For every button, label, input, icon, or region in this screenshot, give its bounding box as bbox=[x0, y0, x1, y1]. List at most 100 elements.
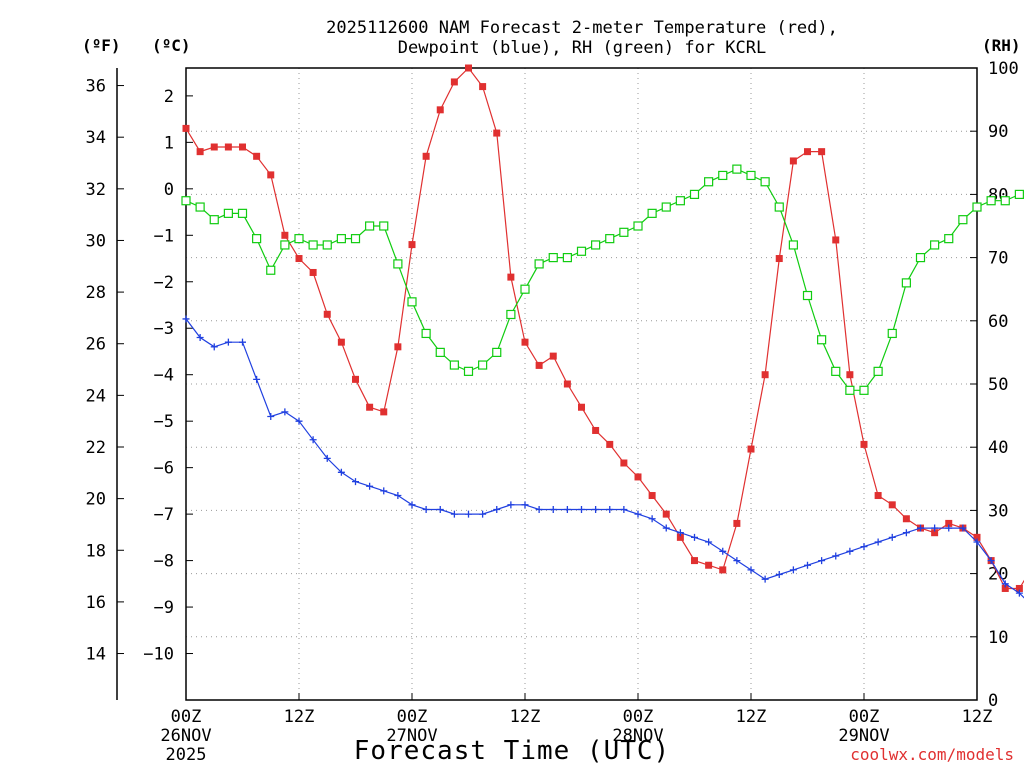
rh-point bbox=[237, 208, 248, 218]
dewpoint-point bbox=[422, 505, 430, 513]
fahrenheit-tick-label: 16 bbox=[86, 593, 106, 613]
fahrenheit-axis-ticks: 36 34 32 30 28 26 24 22 20 18 16 14 bbox=[86, 77, 124, 665]
rh-point bbox=[506, 309, 516, 320]
temperature-point bbox=[733, 519, 741, 527]
dewpoint-point bbox=[394, 492, 402, 500]
temperature-point bbox=[1015, 584, 1023, 592]
temperature-point bbox=[295, 255, 303, 263]
dewpoint-point bbox=[549, 505, 557, 513]
dewpoint-line bbox=[185, 318, 1024, 599]
time-tick-date: 26NOV bbox=[160, 726, 211, 746]
rh-point bbox=[1000, 196, 1010, 206]
dewpoint-point bbox=[380, 487, 388, 495]
dewpoint-point bbox=[295, 417, 303, 425]
temperature-point bbox=[818, 148, 826, 156]
rh-point bbox=[633, 221, 643, 231]
source-credit: coolwx.com/models bbox=[850, 745, 1014, 764]
rh-tick-label: 100 bbox=[988, 59, 1019, 79]
rh-point bbox=[181, 196, 191, 206]
temperature-point bbox=[789, 157, 797, 165]
dewpoint-point bbox=[1015, 589, 1023, 597]
rh-point bbox=[463, 366, 474, 376]
temperature-point bbox=[662, 510, 670, 518]
rh-point bbox=[986, 196, 996, 206]
dewpoint-point bbox=[973, 538, 981, 546]
dewpoint-point bbox=[309, 436, 317, 444]
celsius-unit-label: (ºC) bbox=[152, 36, 191, 55]
temperature-point bbox=[1001, 584, 1009, 592]
rh-point bbox=[831, 366, 841, 376]
rh-point bbox=[817, 335, 827, 345]
time-tick-label: 00Z bbox=[623, 707, 654, 727]
temperature-point bbox=[888, 501, 896, 509]
dewpoint-point bbox=[563, 505, 571, 513]
celsius-tick-label: −2 bbox=[154, 273, 174, 293]
dewpoint-point bbox=[224, 338, 232, 346]
rh-point bbox=[322, 240, 332, 250]
temperature-point bbox=[620, 459, 628, 467]
rh-point bbox=[718, 170, 728, 181]
rh-point bbox=[252, 234, 262, 244]
temperature-point bbox=[366, 403, 374, 411]
dewpoint-point bbox=[196, 334, 204, 342]
celsius-tick-label: −4 bbox=[154, 366, 174, 386]
time-tick-label: 12Z bbox=[284, 707, 315, 727]
time-tick-date: 27NOV bbox=[386, 726, 437, 746]
dewpoint-point bbox=[408, 501, 416, 509]
dewpoint-point bbox=[902, 529, 910, 537]
temperature-point bbox=[860, 440, 868, 448]
rh-tick-label: 70 bbox=[988, 249, 1008, 269]
dewpoint-point bbox=[719, 547, 727, 555]
rh-point bbox=[195, 202, 205, 212]
rh-tick-label: 10 bbox=[988, 628, 1008, 648]
rh-point bbox=[859, 385, 869, 395]
temperature-point bbox=[493, 129, 501, 137]
celsius-tick-label: 1 bbox=[164, 133, 174, 153]
rh-point bbox=[266, 265, 276, 275]
fahrenheit-tick-label: 34 bbox=[86, 128, 106, 148]
rh-point bbox=[605, 234, 615, 244]
dewpoint-point bbox=[874, 538, 882, 546]
dewpoint-point bbox=[182, 315, 190, 323]
rh-point bbox=[689, 189, 700, 199]
temperature-point bbox=[479, 83, 487, 91]
temperature-point bbox=[634, 473, 642, 481]
rh-tick-label: 40 bbox=[988, 438, 1008, 458]
fahrenheit-tick-label: 36 bbox=[86, 77, 106, 97]
rh-point bbox=[435, 347, 445, 357]
celsius-tick-label: −6 bbox=[154, 459, 174, 479]
dewpoint-point bbox=[281, 408, 289, 416]
dewpoint-point bbox=[888, 533, 896, 541]
dewpoint-point bbox=[578, 505, 585, 513]
dewpoint-point bbox=[521, 501, 529, 509]
rh-point bbox=[562, 253, 572, 263]
dewpoint-point bbox=[747, 566, 755, 574]
celsius-tick-label: −3 bbox=[154, 319, 174, 339]
fahrenheit-tick-label: 20 bbox=[86, 490, 106, 510]
rh-point bbox=[958, 215, 968, 225]
temperature-point bbox=[239, 143, 246, 151]
temperature-point bbox=[945, 519, 953, 527]
rh-point bbox=[915, 253, 926, 263]
dewpoint-point bbox=[733, 557, 741, 565]
rh-point bbox=[887, 328, 897, 339]
dewpoint-point bbox=[267, 413, 275, 421]
temperature-point bbox=[309, 268, 317, 276]
dewpoint-point bbox=[691, 533, 698, 541]
temperature-point bbox=[210, 143, 218, 151]
dewpoint-point bbox=[775, 571, 783, 579]
rh-tick-label: 0 bbox=[988, 691, 998, 711]
rh-point bbox=[548, 253, 558, 263]
temperature-point bbox=[436, 106, 444, 114]
temperature-point bbox=[775, 255, 783, 263]
fahrenheit-tick-label: 24 bbox=[86, 386, 106, 406]
time-tick-label: 12Z bbox=[962, 707, 993, 727]
temperature-point bbox=[267, 171, 275, 179]
temperature-point bbox=[323, 310, 331, 318]
dewpoint-point bbox=[846, 547, 854, 555]
temperature-point bbox=[337, 338, 345, 346]
celsius-tick-label: 2 bbox=[164, 87, 174, 107]
grid bbox=[186, 68, 977, 700]
dewpoint-point bbox=[789, 566, 797, 574]
rh-point bbox=[802, 290, 813, 301]
